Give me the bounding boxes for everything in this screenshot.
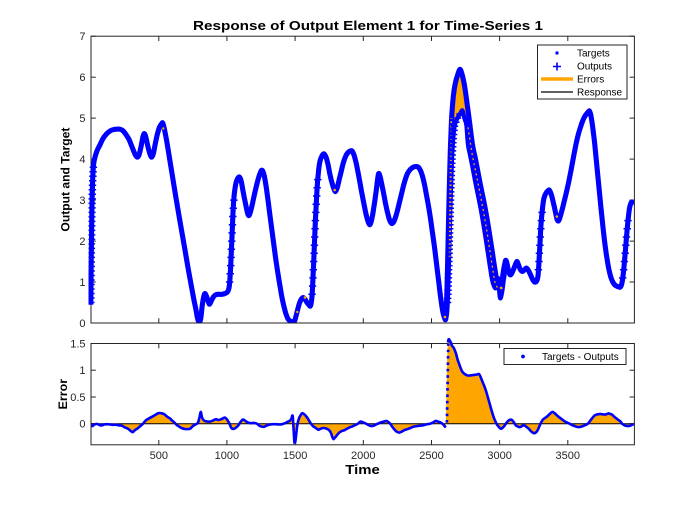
svg-text:1500: 1500 bbox=[283, 450, 307, 462]
svg-text:Output and Target: Output and Target bbox=[61, 127, 73, 231]
svg-text:1: 1 bbox=[79, 365, 85, 377]
svg-text:1000: 1000 bbox=[215, 450, 239, 462]
svg-text:3500: 3500 bbox=[556, 450, 580, 462]
svg-text:2500: 2500 bbox=[419, 450, 443, 462]
svg-text:0: 0 bbox=[79, 419, 85, 431]
svg-text:Time: Time bbox=[345, 462, 380, 477]
svg-text:2000: 2000 bbox=[351, 450, 375, 462]
svg-text:0: 0 bbox=[79, 318, 85, 330]
svg-text:Targets: Targets bbox=[577, 49, 610, 60]
svg-text:Error: Error bbox=[58, 378, 70, 409]
svg-text:7: 7 bbox=[79, 31, 85, 43]
svg-text:1.5: 1.5 bbox=[70, 339, 85, 351]
svg-text:2: 2 bbox=[79, 236, 85, 248]
svg-text:3000: 3000 bbox=[487, 450, 511, 462]
svg-text:Targets - Outputs: Targets - Outputs bbox=[542, 352, 619, 363]
svg-text:1: 1 bbox=[79, 277, 85, 289]
svg-text:3: 3 bbox=[79, 195, 85, 207]
svg-text:Response: Response bbox=[577, 88, 622, 99]
svg-text:4: 4 bbox=[79, 154, 85, 166]
svg-text:500: 500 bbox=[150, 450, 168, 462]
svg-text:6: 6 bbox=[79, 72, 85, 84]
svg-text:5: 5 bbox=[79, 113, 85, 125]
svg-text:0.5: 0.5 bbox=[70, 392, 85, 404]
svg-text:Response of Output Element 1 f: Response of Output Element 1 for Time-Se… bbox=[193, 18, 543, 33]
svg-text:Errors: Errors bbox=[577, 75, 604, 86]
svg-text:Outputs: Outputs bbox=[577, 62, 612, 73]
